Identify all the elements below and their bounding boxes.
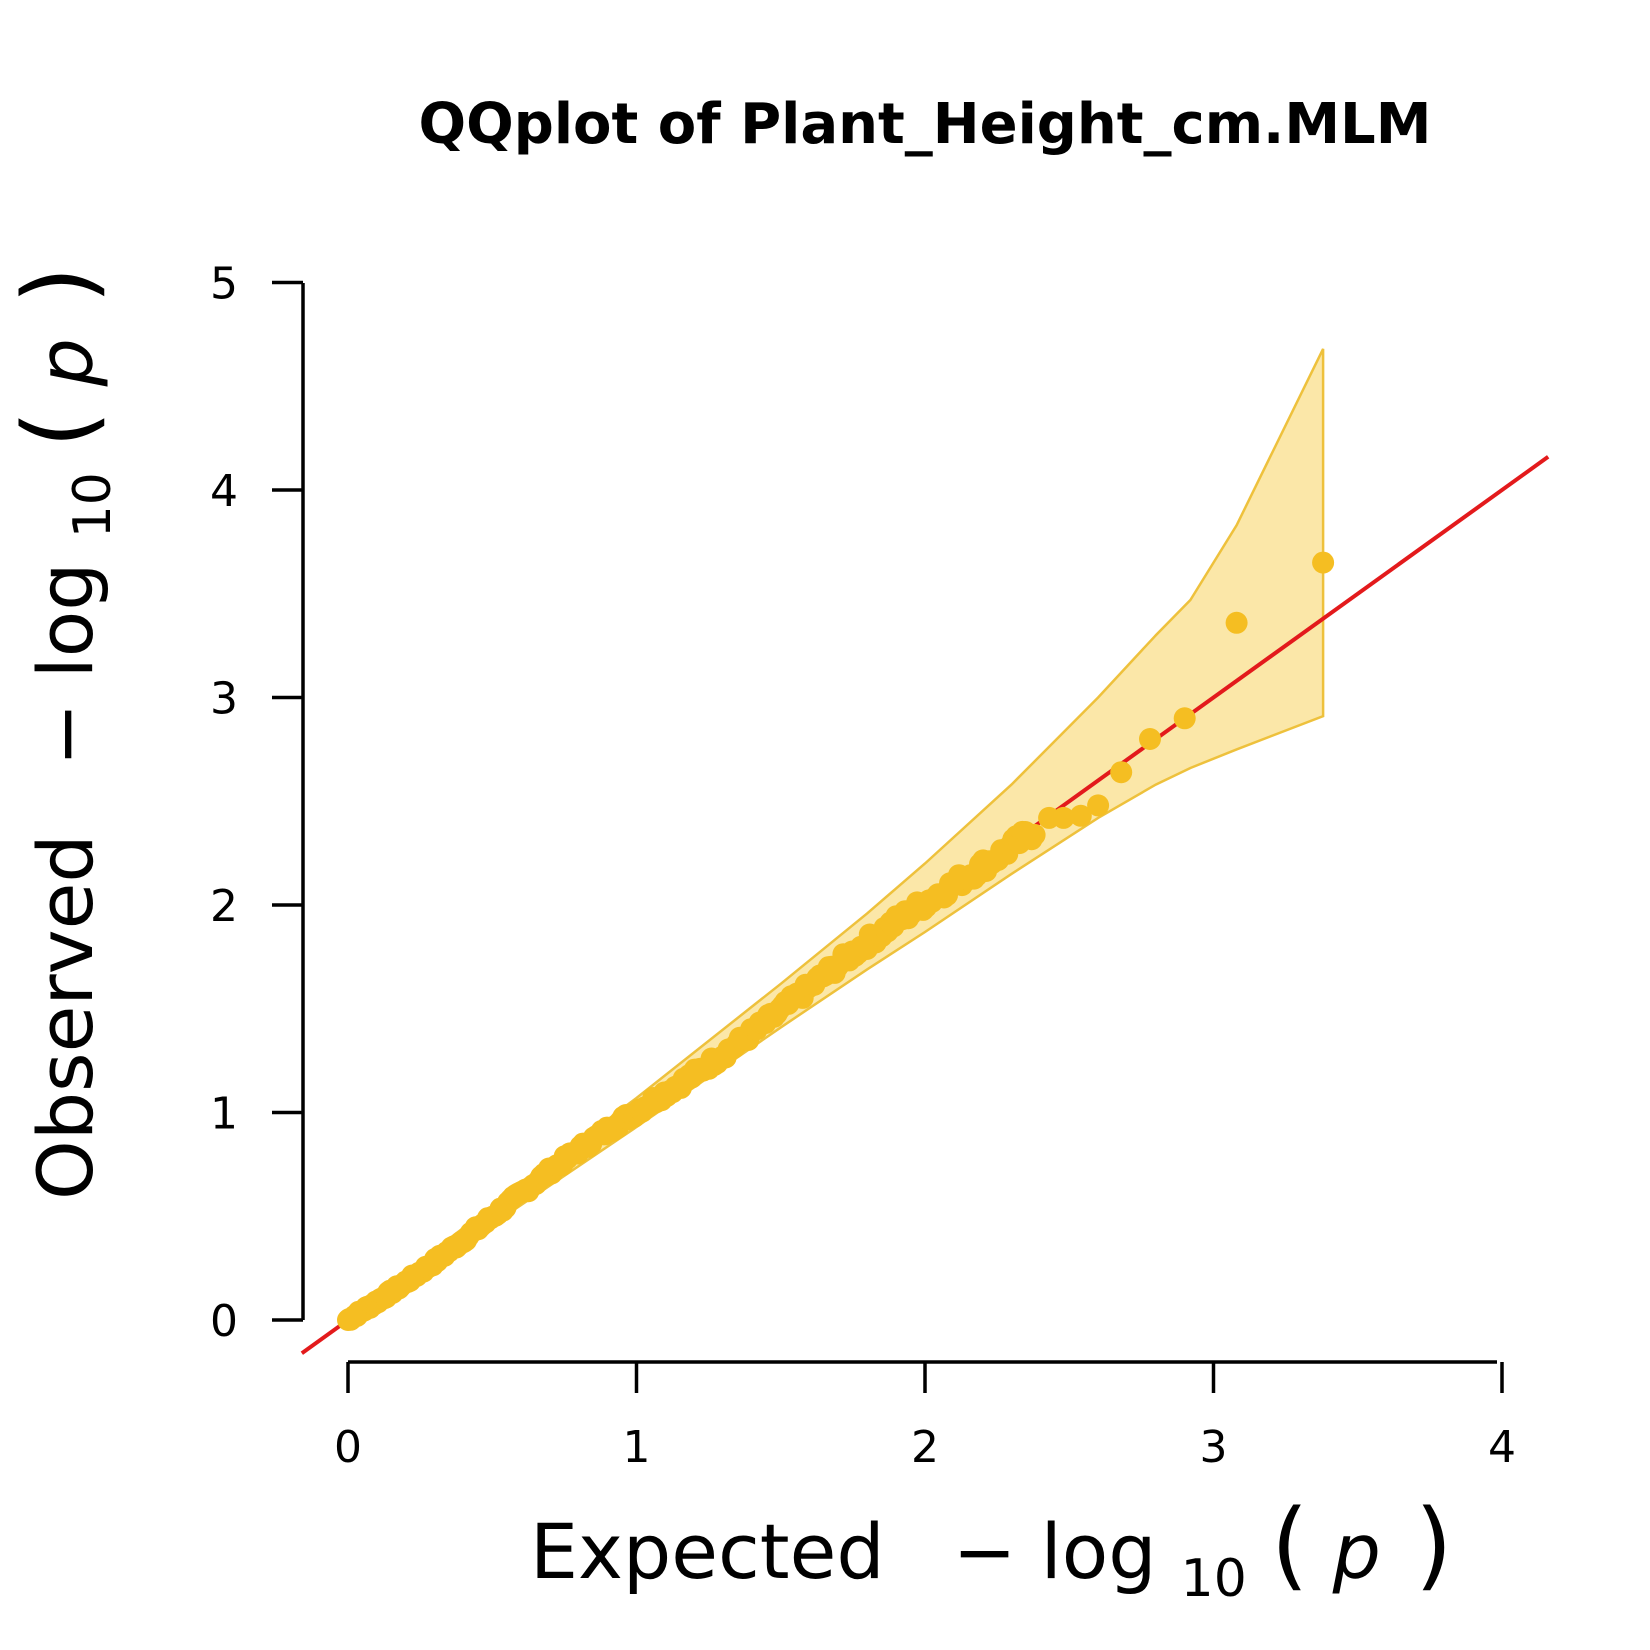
x-axis-label-sub: 10 — [1181, 1549, 1247, 1609]
data-point-tail — [1052, 806, 1075, 829]
data-point-tail — [1069, 804, 1092, 827]
data-point-tail — [1312, 551, 1335, 574]
data-point-tail — [1225, 611, 1248, 634]
data-point-tail — [1139, 728, 1161, 750]
x-tick-label: 2 — [911, 1422, 939, 1473]
points-layer — [337, 551, 1335, 1331]
y-axis-label-close: ) — [3, 266, 115, 303]
x-tick-label: 1 — [623, 1422, 651, 1473]
y-axis-label-sub: 10 — [63, 472, 123, 538]
x-axis-label: Expected − log 10 ( p ) — [530, 1489, 1453, 1614]
x-axis-label-func: log — [1041, 1507, 1157, 1596]
y-tick-label: 4 — [210, 466, 238, 517]
y-tick-label: 0 — [210, 1296, 238, 1347]
x-axis-label-open: ( — [1271, 1489, 1308, 1601]
x-tick-label: 3 — [1200, 1422, 1228, 1473]
x-axis-label-minus: − — [953, 1507, 1017, 1596]
confidence-band — [346, 348, 1325, 1323]
data-point-tail — [1173, 707, 1196, 730]
ticks-layer: 0 1 2 3 4 0 1 2 3 4 5 — [210, 259, 1516, 1474]
y-tick-label: 2 — [210, 881, 238, 932]
y-tick-label: 1 — [210, 1089, 238, 1140]
x-tick-label: 4 — [1488, 1422, 1516, 1473]
x-axis-label-close: ) — [1415, 1489, 1452, 1601]
y-axis-label-func: log — [21, 562, 110, 678]
y-axis-label: Observed − log 10 ( p ) — [3, 266, 128, 1200]
y-axis-label-minus: − — [21, 703, 110, 767]
y-axis-label-main: Observed — [21, 834, 110, 1200]
data-point-tail — [1110, 761, 1133, 784]
x-axis-label-main: Expected — [530, 1507, 885, 1596]
data-point-tail — [1087, 794, 1110, 817]
chart-title: QQplot of Plant_Height_cm.MLM — [419, 92, 1432, 157]
data-point — [1023, 823, 1046, 846]
x-tick-label: 0 — [334, 1422, 362, 1473]
y-axis-label-open: ( — [3, 411, 115, 448]
y-tick-label: 3 — [210, 674, 238, 725]
x-axis-label-var: p — [1332, 1507, 1381, 1596]
y-axis-label-var: p — [21, 338, 110, 387]
confidence-band-layer — [346, 348, 1325, 1323]
y-tick-label: 5 — [210, 259, 238, 310]
